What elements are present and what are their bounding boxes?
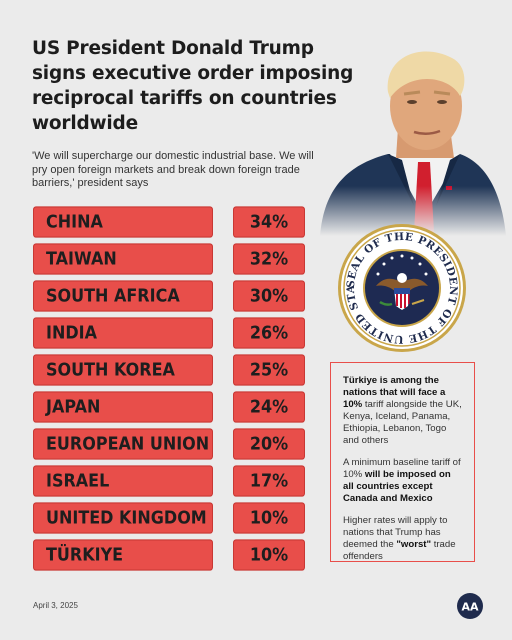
- tariff-row-south-korea: SOUTH KOREA 25%: [33, 354, 305, 386]
- tariff-rate: 30%: [233, 280, 305, 312]
- logo-text: AA: [461, 601, 479, 614]
- tariff-rate: 20%: [233, 428, 305, 460]
- country-label: SOUTH KOREA: [33, 354, 213, 386]
- country-label: EUROPEAN UNION: [33, 428, 213, 460]
- tariff-row-turkiye: TÜRKIYE 10%: [33, 539, 305, 571]
- info-bold-text: will be imposed on all countries except …: [343, 469, 451, 504]
- presidential-seal: SEAL OF THE PRESIDENT OF THE UNITED STAT…: [336, 222, 466, 352]
- tariff-rate: 25%: [233, 354, 305, 386]
- tariff-row-taiwan: TAIWAN 32%: [33, 243, 305, 275]
- info-text: Higher rates will apply to nations that …: [343, 515, 448, 550]
- info-bold-text: "worst": [396, 539, 432, 550]
- president-portrait: [310, 36, 506, 236]
- tariff-row-japan: JAPAN 24%: [33, 391, 305, 423]
- country-label: INDIA: [33, 317, 213, 349]
- tariff-rate: 24%: [233, 391, 305, 423]
- headline: US President Donald Trump signs executiv…: [32, 38, 354, 134]
- country-label: UNITED KINGDOM: [33, 502, 213, 534]
- country-label: TÜRKIYE: [33, 539, 213, 571]
- info-box: Türkiye is among the nations that will f…: [330, 362, 475, 562]
- info-paragraph-3: Higher rates will apply to nations that …: [343, 515, 464, 563]
- info-bold-text: Türkiye is among the nations that will f…: [343, 375, 446, 410]
- tariff-row-european-union: EUROPEAN UNION 20%: [33, 428, 305, 460]
- tariff-rate: 26%: [233, 317, 305, 349]
- tariff-row-israel: ISRAEL 17%: [33, 465, 305, 497]
- country-label: ISRAEL: [33, 465, 213, 497]
- country-label: SOUTH AFRICA: [33, 280, 213, 312]
- tariff-rate: 32%: [233, 243, 305, 275]
- info-paragraph-2: A minimum baseline tariff of 10% will be…: [343, 457, 464, 505]
- country-label: CHINA: [33, 206, 213, 238]
- info-text: tariff alongside the UK, Kenya, Iceland,…: [343, 399, 462, 446]
- tariff-row-south-africa: SOUTH AFRICA 30%: [33, 280, 305, 312]
- country-label: TAIWAN: [33, 243, 213, 275]
- tariff-rate: 17%: [233, 465, 305, 497]
- info-text: A minimum baseline tariff of 10%: [343, 457, 461, 480]
- tariff-row-india: INDIA 26%: [33, 317, 305, 349]
- anadolu-agency-logo: AA: [457, 593, 483, 619]
- president-quote: 'We will supercharge our domestic indust…: [32, 150, 314, 189]
- tariff-row-china: CHINA 34%: [33, 206, 305, 238]
- info-text: trade offenders: [343, 539, 456, 562]
- tariff-row-united-kingdom: UNITED KINGDOM 10%: [33, 502, 305, 534]
- tariff-rate: 10%: [233, 502, 305, 534]
- info-paragraph-1: Türkiye is among the nations that will f…: [343, 375, 464, 447]
- tariff-rate: 34%: [233, 206, 305, 238]
- tariff-rate: 10%: [233, 539, 305, 571]
- publish-date: April 3, 2025: [33, 601, 78, 610]
- country-label: JAPAN: [33, 391, 213, 423]
